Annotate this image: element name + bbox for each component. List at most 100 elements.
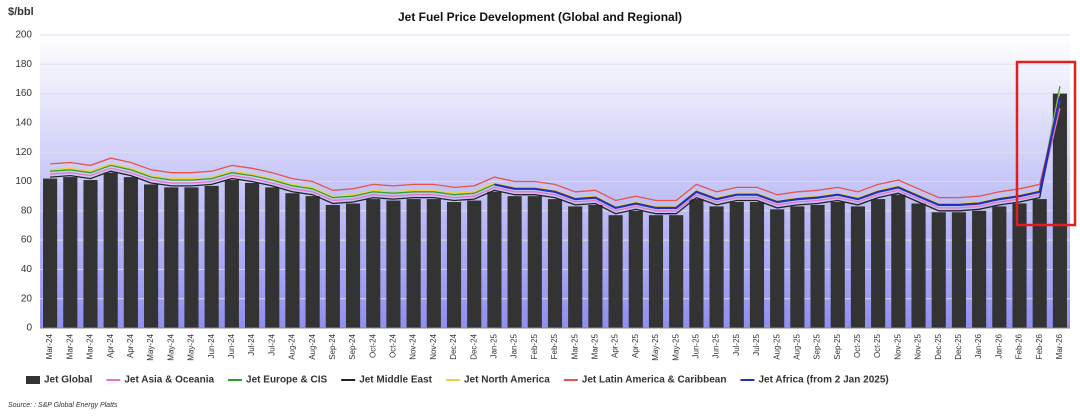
y-axis-label: $/bbl bbox=[8, 6, 34, 18]
bar bbox=[992, 206, 1007, 328]
x-tick-label: Jul-24 bbox=[247, 333, 256, 355]
bar bbox=[931, 212, 946, 328]
y-tick-label: 180 bbox=[15, 59, 32, 70]
bar bbox=[83, 180, 98, 328]
x-tick-label: Aug-25 bbox=[772, 333, 781, 359]
bar bbox=[1012, 203, 1027, 328]
line-series bbox=[494, 96, 1061, 210]
bar bbox=[184, 187, 199, 328]
x-tick-label: Jun-25 bbox=[691, 333, 700, 358]
x-tick-label: May-25 bbox=[651, 333, 660, 360]
bar bbox=[507, 196, 522, 328]
bar bbox=[467, 200, 482, 328]
x-tick-label: Mar-26 bbox=[1055, 333, 1064, 359]
x-tick-label: Feb-25 bbox=[530, 333, 539, 359]
bar bbox=[628, 210, 643, 328]
bar bbox=[891, 194, 906, 328]
bar bbox=[305, 196, 320, 328]
x-tick-label: Feb-26 bbox=[1035, 333, 1044, 359]
y-tick-label: 40 bbox=[21, 264, 33, 275]
x-tick-label: Oct-24 bbox=[389, 333, 398, 358]
x-tick-label: May-24 bbox=[146, 333, 155, 360]
x-tick-label: Dec-25 bbox=[954, 333, 963, 359]
line-series bbox=[50, 96, 1061, 215]
x-tick-label: Nov-24 bbox=[429, 333, 438, 359]
bar bbox=[527, 196, 542, 328]
x-tick-label: Oct-25 bbox=[853, 333, 862, 358]
bar bbox=[911, 203, 926, 328]
x-tick-label: Jul-24 bbox=[267, 333, 276, 355]
bar bbox=[123, 177, 138, 328]
x-tick-label: Dec-25 bbox=[934, 333, 943, 359]
bar bbox=[608, 215, 623, 328]
bar bbox=[426, 199, 441, 328]
legend-label: Jet Africa (from 2 Jan 2025) bbox=[758, 375, 888, 386]
bar bbox=[224, 180, 239, 328]
x-tick-label: Jan-26 bbox=[994, 333, 1003, 358]
bar bbox=[325, 204, 340, 328]
x-tick-label: Jun-24 bbox=[227, 333, 236, 358]
x-tick-label: Feb-25 bbox=[550, 333, 559, 359]
x-tick-label: Jul-25 bbox=[752, 333, 761, 355]
chart-title: Jet Fuel Price Development (Global and R… bbox=[398, 10, 682, 24]
bar bbox=[63, 177, 78, 328]
bar bbox=[1052, 93, 1067, 328]
plot: 0 20 40 60 80 100 120 140 160 180 200 Mar-24 Mar-24 M… bbox=[15, 30, 1070, 386]
bar bbox=[487, 191, 502, 328]
bar bbox=[204, 185, 219, 328]
x-tick-label: Oct-25 bbox=[873, 333, 882, 358]
x-tick-label: Oct-24 bbox=[368, 333, 377, 358]
x-tick-label: Feb-26 bbox=[1015, 333, 1024, 359]
x-tick-label: Mar-24 bbox=[45, 333, 54, 359]
bar bbox=[588, 204, 603, 328]
x-tick-label: Nov-24 bbox=[409, 333, 418, 359]
y-tick-label: 60 bbox=[21, 235, 33, 246]
legend-label: Jet Latin America & Caribbean bbox=[582, 375, 727, 386]
x-tick-label: Apr-24 bbox=[126, 333, 135, 358]
x-tick-label: Mar-24 bbox=[65, 333, 74, 359]
y-tick-label: 160 bbox=[15, 88, 32, 99]
legend-item: Jet Africa (from 2 Jan 2025) bbox=[740, 375, 889, 386]
bar bbox=[406, 199, 421, 328]
x-tick-label: Dec-24 bbox=[449, 333, 458, 359]
bar bbox=[770, 209, 785, 328]
bar bbox=[164, 187, 179, 328]
x-tick-label: May-24 bbox=[187, 333, 196, 360]
x-tick-label: Jul-25 bbox=[732, 333, 741, 355]
bar bbox=[345, 203, 361, 328]
bar bbox=[1032, 199, 1047, 328]
legend-label: Jet Middle East bbox=[359, 375, 432, 386]
y-tick-label: 0 bbox=[26, 323, 32, 334]
x-tick-label: Aug-24 bbox=[288, 333, 297, 359]
bar bbox=[830, 202, 845, 328]
x-tick-label: Mar-25 bbox=[591, 333, 600, 359]
highlight-box bbox=[1015, 60, 1077, 227]
y-tick-label: 140 bbox=[15, 118, 32, 129]
bar bbox=[648, 215, 664, 328]
x-tick-label: Jun-24 bbox=[207, 333, 216, 358]
legend-item: Jet Asia & Oceania bbox=[106, 375, 214, 386]
x-tick-label: Apr-25 bbox=[611, 333, 620, 358]
x-tick-label: Aug-24 bbox=[308, 333, 317, 359]
line-series bbox=[50, 90, 1061, 208]
y-tick-label: 80 bbox=[21, 205, 33, 216]
x-tick-label: Sep-25 bbox=[833, 333, 842, 359]
legend-item: Jet North America bbox=[446, 375, 550, 386]
bar bbox=[749, 202, 765, 328]
x-tick-label: Mar-24 bbox=[86, 333, 95, 359]
legend-item: Jet Latin America & Caribbean bbox=[563, 375, 727, 386]
bar bbox=[366, 199, 381, 328]
bar bbox=[446, 202, 462, 328]
x-tick-label: Aug-25 bbox=[792, 333, 801, 359]
line-series bbox=[50, 100, 1061, 202]
legend-item: Jet Middle East bbox=[341, 375, 433, 386]
bar bbox=[244, 182, 260, 328]
legend-label: Jet Global bbox=[44, 375, 93, 386]
bar bbox=[850, 206, 866, 328]
bar bbox=[790, 206, 805, 328]
x-tick-label: Sep-24 bbox=[348, 333, 357, 359]
bar bbox=[951, 212, 966, 328]
line-series bbox=[50, 108, 1061, 212]
bar bbox=[547, 199, 563, 328]
